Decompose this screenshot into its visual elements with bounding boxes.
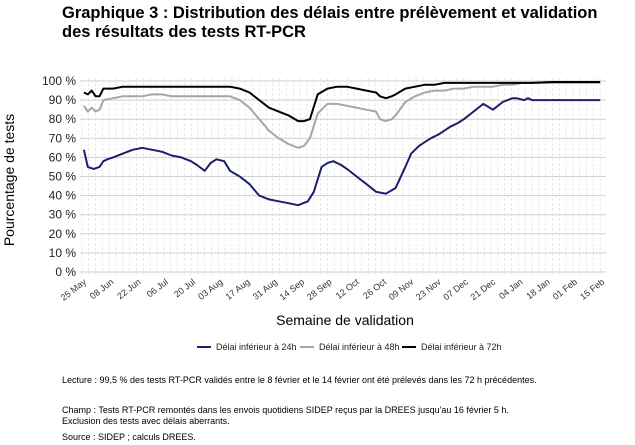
- x-tick-label: 21 Dec: [469, 276, 498, 302]
- y-axis-label: Pourcentage de tests: [1, 114, 17, 246]
- y-tick-label: 50 %: [49, 170, 77, 184]
- x-tick-label: 17 Aug: [224, 277, 252, 302]
- series-line-2: [83, 81, 601, 149]
- y-tick-label: 40 %: [49, 189, 77, 203]
- x-tick-label: 03 Aug: [196, 277, 224, 302]
- x-tick-label: 31 Aug: [251, 277, 279, 302]
- x-tick-label: 08 Jun: [88, 277, 115, 302]
- x-tick-label: 26 Oct: [361, 276, 388, 301]
- legend-label: Délai inférieur à 48h: [319, 342, 400, 352]
- grid-lines: [80, 78, 606, 275]
- y-tick-label: 60 %: [49, 150, 77, 164]
- y-tick-label: 100 %: [42, 74, 76, 88]
- x-tick-label: 25 May: [59, 276, 89, 302]
- y-axis-tick-labels: 0 % 10 % 20 % 30 % 40 % 50 % 60 % 70 % 80 % 90 % 1…: [42, 74, 76, 279]
- legend-label: Délai inférieur à 72h: [421, 342, 502, 352]
- y-tick-label: 0 %: [55, 265, 76, 279]
- x-tick-label: 15 Feb: [578, 277, 606, 302]
- x-tick-label: 09 Nov: [387, 276, 416, 302]
- x-tick-label: 07 Dec: [441, 276, 470, 302]
- note-champ-line-1: Champ : Tests RT-PCR remontés dans les e…: [62, 405, 509, 415]
- y-tick-label: 30 %: [49, 208, 77, 222]
- x-axis-label: Semaine de validation: [276, 312, 414, 328]
- x-tick-label: 06 Jul: [145, 277, 170, 300]
- series-line-3: [83, 81, 601, 123]
- x-tick-label: 12 Oct: [334, 276, 361, 301]
- title-line-2: des résultats des tests RT-PCR: [62, 23, 306, 41]
- note-source: Source : SIDEP ; calculs DREES.: [62, 432, 196, 442]
- series-lines: [82, 81, 601, 207]
- y-tick-label: 70 %: [49, 131, 77, 145]
- y-tick-label: 80 %: [49, 112, 77, 126]
- y-tick-label: 10 %: [49, 246, 77, 260]
- x-tick-label: 18 Jan: [524, 277, 551, 302]
- x-axis-tick-labels: 25 May 08 Jun 22 Jun 06 Jul 20 Jul 03 Aug 17 A…: [59, 276, 607, 302]
- x-tick-label: 22 Jun: [115, 277, 142, 302]
- note-champ-line-2: Exclusion des tests avec délais aberrant…: [62, 416, 230, 426]
- title-line-1: Graphique 3 : Distribution des délais en…: [62, 4, 598, 22]
- y-tick-label: 20 %: [49, 227, 77, 241]
- x-tick-label: 20 Jul: [172, 277, 197, 300]
- chart-title: Graphique 3 : Distribution des délais en…: [62, 4, 622, 42]
- note-lecture: Lecture : 99,5 % des tests RT-PCR validé…: [62, 375, 537, 385]
- legend-label: Délai inférieur à 24h: [216, 342, 297, 352]
- x-tick-label: 01 Feb: [551, 277, 579, 302]
- x-tick-label: 28 Sep: [305, 277, 334, 302]
- y-tick-label: 90 %: [49, 93, 77, 107]
- series-line-1: [82, 97, 601, 207]
- x-tick-label: 14 Sep: [278, 277, 307, 302]
- legend: Délai inférieur à 24h Délai inférieur à 4…: [197, 342, 502, 352]
- x-tick-label: 23 Nov: [414, 276, 443, 302]
- x-tick-label: 04 Jan: [497, 277, 524, 302]
